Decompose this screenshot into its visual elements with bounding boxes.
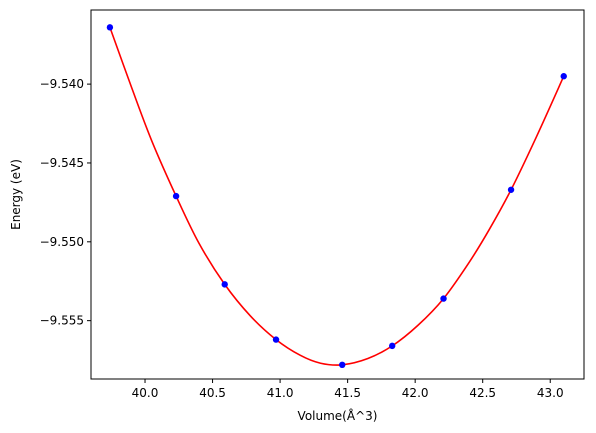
x-tick-label: 43.0: [537, 386, 564, 400]
data-point: [221, 281, 228, 288]
data-point: [272, 336, 280, 343]
data-point: [507, 186, 515, 193]
x-tick-label: 41.0: [267, 386, 294, 400]
fit-curve-line: [109, 27, 565, 366]
data-point: [172, 192, 180, 200]
y-tick-label: −9.545: [40, 156, 84, 170]
fit-curve-layer: [109, 27, 565, 366]
y-axis-label: Energy (eV): [9, 159, 23, 230]
data-point: [560, 73, 567, 80]
x-tick-label: 41.5: [334, 386, 361, 400]
x-axis-label: Volume(Å^3): [298, 408, 378, 423]
plot-frame: [90, 9, 585, 380]
y-tick-label: −9.540: [40, 77, 84, 91]
y-axis-ticks: −9.540 −9.545 −9.550 −9.555: [40, 77, 91, 328]
y-tick-label: −9.555: [40, 314, 84, 328]
x-tick-label: 40.0: [132, 386, 159, 400]
x-axis-ticks: 40.0 40.5 41.0 41.5 42.0 42.5 43.0: [132, 379, 564, 400]
data-point: [106, 24, 114, 31]
data-point: [339, 361, 346, 369]
x-tick-label: 42.0: [402, 386, 429, 400]
plot-background: [91, 10, 584, 379]
x-tick-label: 42.5: [469, 386, 496, 400]
data-point: [440, 295, 447, 302]
data-point: [389, 342, 396, 350]
y-tick-label: −9.550: [40, 235, 84, 249]
x-tick-label: 40.5: [199, 386, 226, 400]
data-points-layer: [106, 24, 567, 369]
